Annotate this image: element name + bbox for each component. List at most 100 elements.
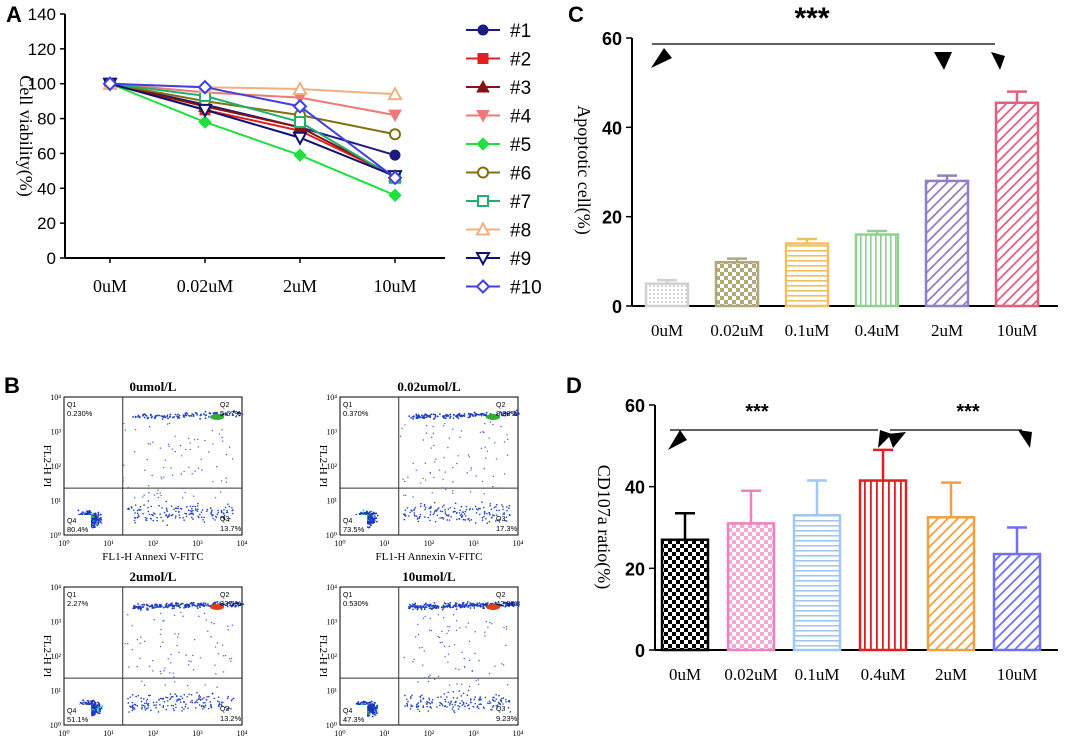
dot bbox=[98, 519, 101, 522]
dot bbox=[150, 709, 152, 711]
dot bbox=[430, 507, 432, 509]
y-tick-label: 10⁴ bbox=[50, 583, 61, 592]
dot bbox=[407, 700, 409, 703]
dot bbox=[477, 508, 479, 511]
dot bbox=[216, 700, 219, 703]
dot bbox=[413, 658, 415, 661]
dot bbox=[432, 413, 435, 416]
dot bbox=[476, 706, 479, 709]
dot bbox=[137, 694, 140, 697]
dot bbox=[215, 673, 217, 675]
dot bbox=[455, 620, 458, 622]
x-tick-label: 2uM bbox=[935, 665, 967, 684]
series-line-6 bbox=[109, 82, 396, 179]
dot bbox=[172, 672, 174, 674]
dot bbox=[156, 519, 158, 522]
dot bbox=[469, 607, 472, 609]
dot bbox=[178, 414, 181, 417]
dot bbox=[452, 706, 454, 708]
dot bbox=[194, 707, 197, 709]
bar-4 bbox=[926, 516, 976, 652]
quadrant-value: 51.1% bbox=[67, 715, 89, 724]
dot bbox=[153, 416, 156, 419]
dot bbox=[422, 439, 425, 441]
dot bbox=[189, 512, 192, 515]
dot bbox=[177, 505, 180, 508]
dot bbox=[170, 514, 173, 517]
dot bbox=[169, 413, 172, 416]
arrow-head bbox=[668, 430, 687, 450]
dot bbox=[406, 507, 409, 509]
dot bbox=[208, 412, 211, 415]
dot bbox=[373, 514, 376, 517]
dot bbox=[494, 665, 496, 667]
dot bbox=[187, 414, 190, 417]
dot bbox=[185, 654, 187, 656]
dot bbox=[374, 714, 377, 717]
dot bbox=[182, 701, 185, 703]
dot bbox=[470, 518, 473, 521]
x-tick-label: 0.02uM bbox=[724, 665, 777, 684]
dot bbox=[426, 701, 429, 704]
dot bbox=[438, 636, 441, 639]
dot bbox=[473, 698, 476, 701]
dot bbox=[456, 462, 458, 465]
quadrant-value: 47.3% bbox=[343, 715, 365, 724]
dot bbox=[434, 461, 436, 463]
quadrant-value: 9.23% bbox=[496, 714, 518, 723]
dot bbox=[413, 415, 415, 418]
dot bbox=[191, 473, 193, 475]
dot bbox=[449, 506, 452, 509]
dot bbox=[127, 697, 129, 700]
dot bbox=[460, 516, 463, 519]
dot bbox=[502, 703, 504, 705]
dot bbox=[208, 451, 210, 453]
dot bbox=[194, 470, 196, 472]
dot bbox=[445, 488, 447, 491]
dot bbox=[165, 514, 167, 517]
dot bbox=[429, 511, 432, 513]
y-tick-label: 20 bbox=[625, 559, 645, 579]
quadrant-value: 73.5% bbox=[343, 525, 365, 534]
dot bbox=[148, 513, 151, 516]
dot bbox=[458, 690, 461, 692]
dot bbox=[369, 512, 372, 515]
dot bbox=[153, 606, 156, 609]
dot bbox=[410, 605, 413, 608]
dot bbox=[508, 514, 511, 516]
dot bbox=[492, 696, 494, 699]
dot bbox=[469, 413, 472, 416]
dot bbox=[179, 444, 182, 447]
dot bbox=[479, 697, 481, 700]
dot bbox=[150, 505, 153, 508]
dot bbox=[214, 664, 216, 666]
dot bbox=[84, 511, 87, 514]
dot bbox=[155, 706, 157, 709]
x-tick-label: 10⁴ bbox=[513, 729, 524, 738]
quadrant-name: Q1 bbox=[67, 592, 76, 599]
dot bbox=[147, 608, 150, 611]
arrow-head bbox=[651, 48, 672, 68]
dot bbox=[175, 510, 177, 513]
dot bbox=[461, 704, 464, 707]
dot bbox=[175, 706, 177, 709]
dot bbox=[488, 512, 491, 515]
dot bbox=[204, 417, 207, 420]
dot bbox=[184, 491, 186, 494]
dot bbox=[431, 701, 433, 703]
y-tick-label: 10⁰ bbox=[326, 531, 337, 540]
dot bbox=[470, 467, 472, 469]
dot bbox=[197, 603, 200, 606]
dot bbox=[491, 708, 493, 711]
series-line-8 bbox=[109, 82, 396, 178]
y-tick-label: 20 bbox=[602, 208, 622, 228]
dot bbox=[427, 710, 430, 712]
dot bbox=[101, 705, 104, 708]
dot bbox=[192, 518, 194, 520]
dot bbox=[412, 496, 414, 498]
dot bbox=[236, 412, 239, 415]
dot bbox=[467, 689, 470, 692]
dot bbox=[174, 515, 177, 517]
y-tick-label: 10⁴ bbox=[50, 393, 61, 402]
dot bbox=[437, 507, 440, 509]
